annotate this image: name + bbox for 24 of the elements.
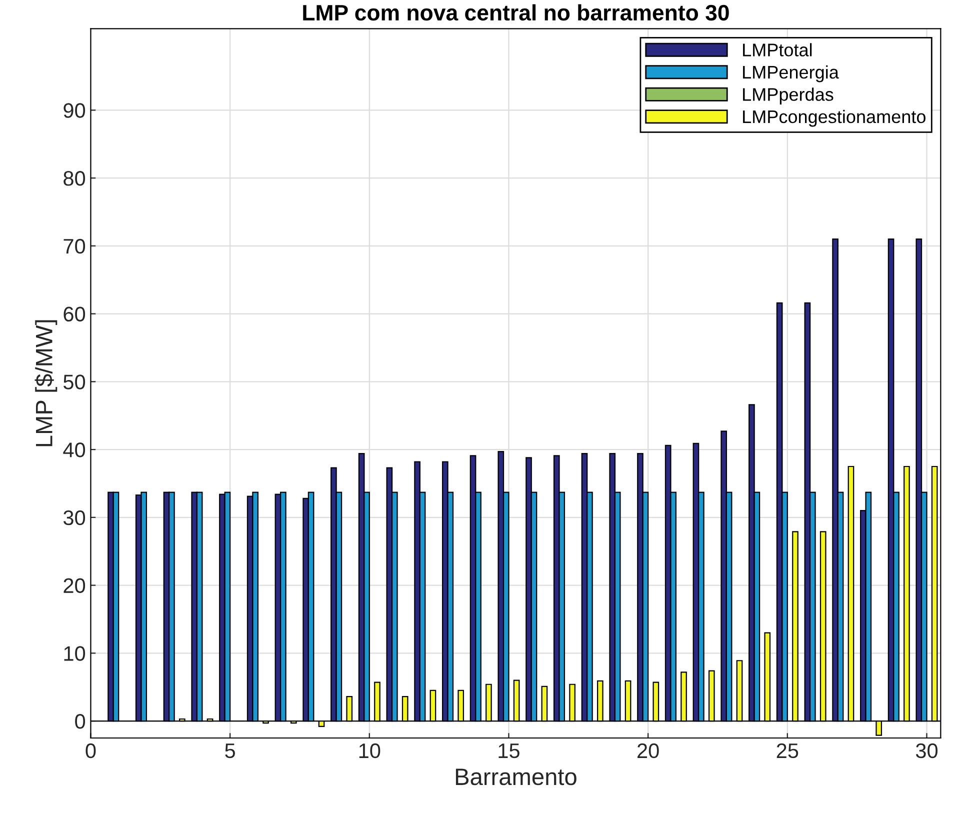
chart-title: LMP com nova central no barramento 30 xyxy=(303,4,729,21)
y-axis-title: LMP [$/MW] xyxy=(34,320,58,446)
legend-label: LMPenergia xyxy=(743,65,839,82)
x-axis-title: Barramento xyxy=(456,768,576,786)
x-tick-label: 30 xyxy=(916,743,938,758)
y-tick-label: 90 xyxy=(64,103,86,118)
y-tick-label: 20 xyxy=(64,578,86,594)
x-tick-label: 0 xyxy=(86,743,96,758)
x-tick-label: 10 xyxy=(359,743,380,758)
y-tick-label: 50 xyxy=(64,374,86,390)
y-tick-label: 0 xyxy=(75,714,86,729)
legend-label: LMPtotal xyxy=(743,43,812,56)
x-tick-label: 25 xyxy=(776,743,798,758)
y-tick-label: 10 xyxy=(64,646,86,661)
legend-label: LMPperdas xyxy=(743,88,834,104)
y-tick-label: 30 xyxy=(63,510,86,526)
y-tick-label: 70 xyxy=(64,238,86,254)
x-tick-label: 15 xyxy=(498,744,520,758)
y-tick-label: 80 xyxy=(64,171,86,186)
legend-label: LMPcongestionamento xyxy=(743,110,926,127)
x-tick-label: 5 xyxy=(225,744,235,758)
y-tick-label: 40 xyxy=(63,442,86,458)
x-tick-label: 20 xyxy=(638,743,659,758)
y-tick-label: 60 xyxy=(64,306,86,322)
